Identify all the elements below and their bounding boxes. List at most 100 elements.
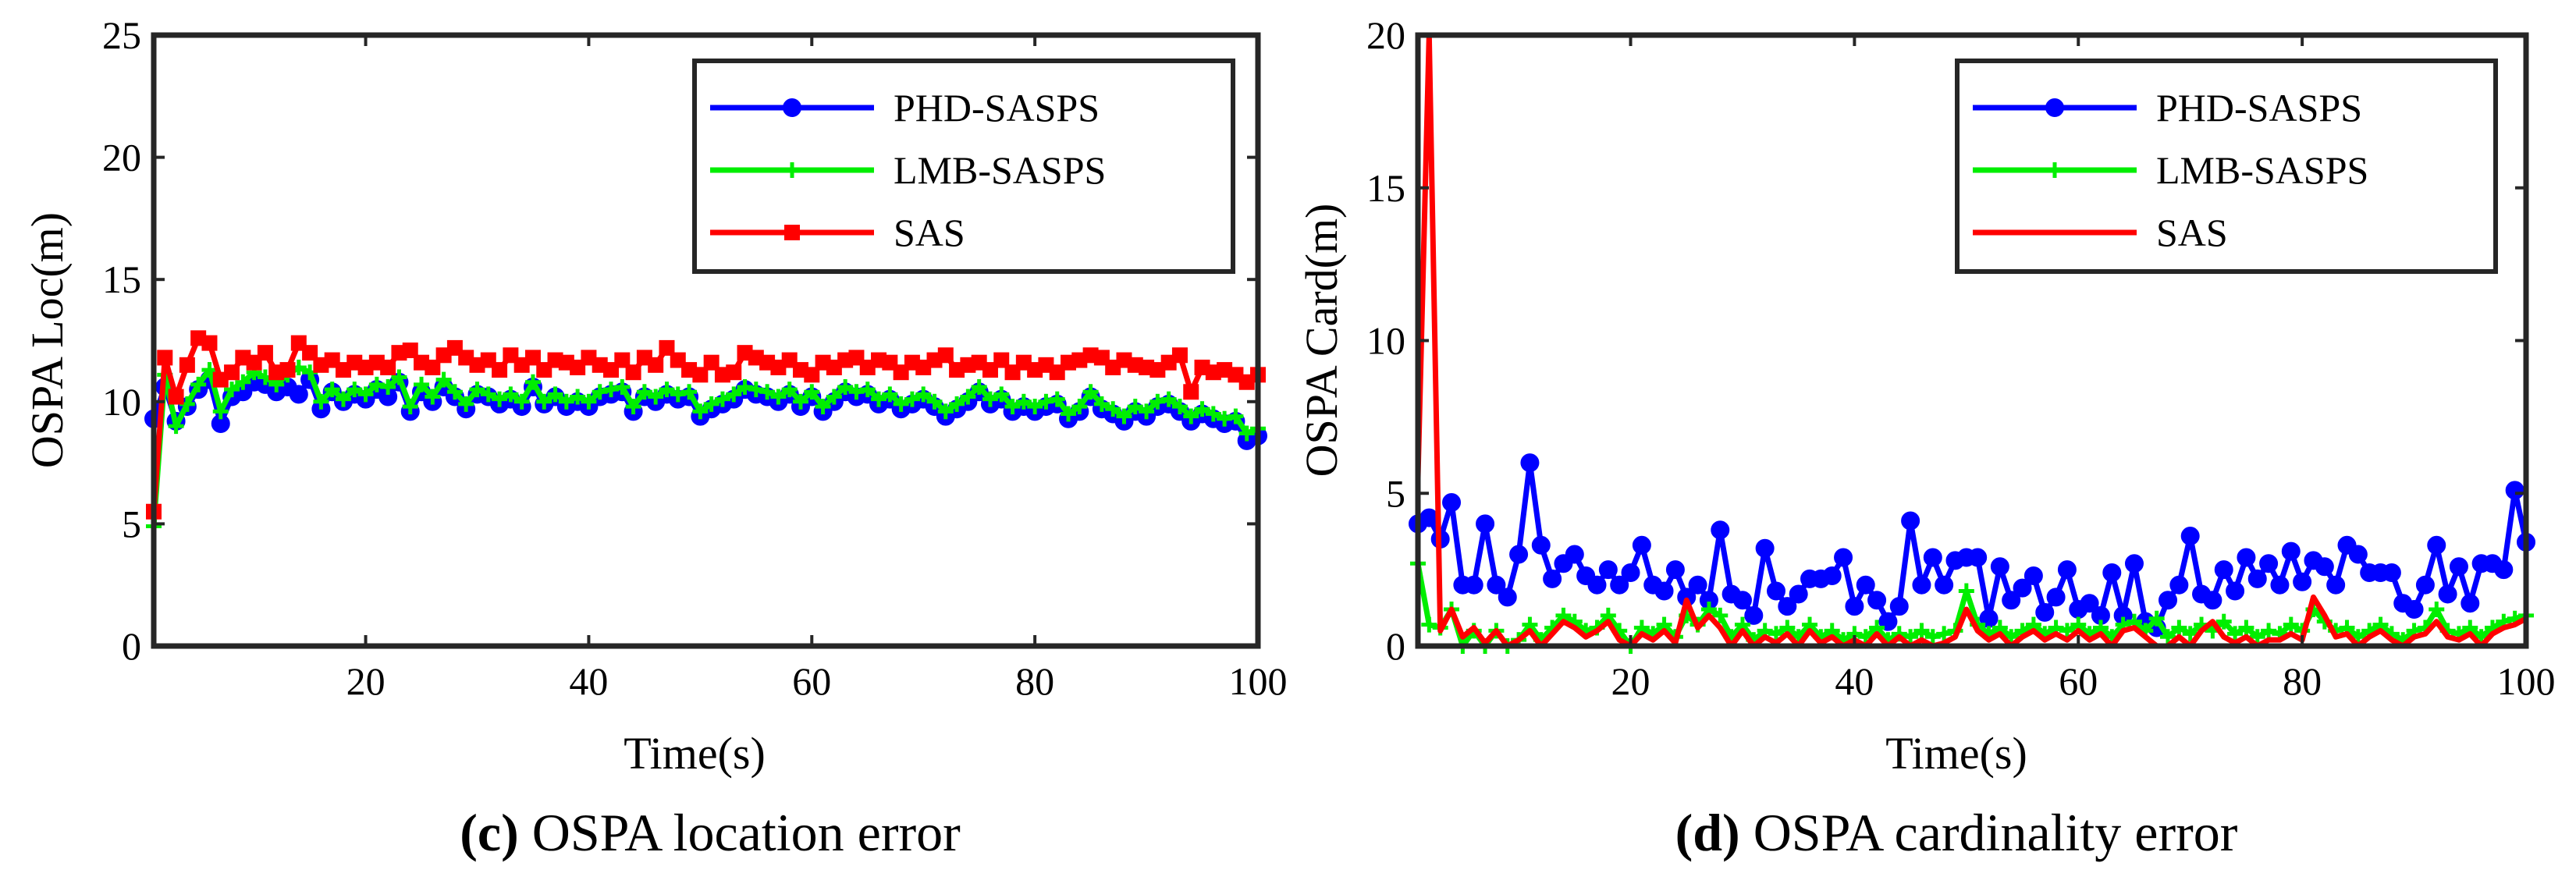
panel-c-point-lmb-sasps-64 bbox=[848, 384, 865, 400]
panel-c-point-lmb-sasps-88 bbox=[1116, 408, 1132, 424]
panel-d-point-phd-sasps-46 bbox=[1912, 575, 1931, 595]
panel-c-legend-marker-0 bbox=[783, 98, 801, 117]
panel-c-point-lmb-sasps-99 bbox=[1238, 425, 1255, 442]
panel-c-point-sas-53 bbox=[726, 364, 742, 381]
panel-d-point-phd-sasps-33 bbox=[1766, 581, 1785, 601]
panel-c-point-sas-26 bbox=[425, 359, 441, 375]
panel-d-legend-marker-1 bbox=[2047, 162, 2063, 178]
panel-c-point-lmb-sasps-35 bbox=[524, 374, 541, 390]
panel-c-point-lmb-sasps-63 bbox=[837, 379, 854, 396]
panel-c-point-sas-50 bbox=[692, 367, 709, 383]
panel-d-point-phd-sasps-80 bbox=[2293, 572, 2312, 591]
panel-c-point-sas-72 bbox=[937, 347, 954, 364]
panel-d-point-phd-sasps-54 bbox=[2002, 591, 2021, 610]
panel-c-point-lmb-sasps-60 bbox=[804, 384, 820, 400]
panel-c-point-lmb-sasps-54 bbox=[737, 379, 753, 396]
panel-c-point-sas-13 bbox=[279, 362, 296, 378]
panel-c-ytick-label-3: 15 bbox=[102, 257, 141, 301]
panel-c-line-lmb-sasps bbox=[151, 364, 1260, 527]
panel-d-point-phd-sasps-63 bbox=[2102, 563, 2122, 583]
panel-c-point-lmb-sasps-23 bbox=[391, 369, 407, 385]
panel-c-point-lmb-sasps-57 bbox=[770, 389, 787, 405]
panel-d-point-phd-sasps-40 bbox=[1845, 597, 1864, 616]
panel-d-point-phd-sasps-92 bbox=[2427, 535, 2446, 555]
panel-d-point-lmb-sasps-92 bbox=[2429, 602, 2445, 618]
panel-d-caption-text: OSPA cardinality error bbox=[1740, 803, 2238, 862]
panel-d-point-lmb-sasps-33 bbox=[1768, 626, 1784, 642]
panel-c-point-lmb-sasps-7 bbox=[212, 403, 229, 420]
panel-d-point-phd-sasps-74 bbox=[2226, 581, 2245, 601]
panel-d-point-phd-sasps-31 bbox=[1744, 605, 1764, 625]
panel-d-point-phd-sasps-83 bbox=[2326, 575, 2346, 595]
panel-c-point-lmb-sasps-95 bbox=[1194, 401, 1210, 417]
panel-c-point-sas-44 bbox=[625, 364, 641, 381]
panel-d-point-phd-sasps-42 bbox=[1867, 591, 1887, 610]
panel-d-point-phd-sasps-24 bbox=[1665, 560, 1685, 580]
panel-d-point-lmb-sasps-74 bbox=[2227, 626, 2244, 642]
panel-c-point-lmb-sasps-24 bbox=[402, 399, 418, 415]
panel-c-point-lmb-sasps-31 bbox=[480, 386, 496, 403]
panel-c-point-lmb-sasps-61 bbox=[815, 399, 831, 415]
panel-d-point-phd-sasps-77 bbox=[2259, 554, 2279, 573]
panel-d-point-lmb-sasps-59 bbox=[2059, 623, 2075, 639]
panel-d-ytick-label-2: 10 bbox=[1366, 319, 1405, 363]
panel-c-point-sas-35 bbox=[524, 350, 541, 366]
panel-c-point-lmb-sasps-45 bbox=[636, 384, 652, 400]
panel-d-point-phd-sasps-34 bbox=[1778, 597, 1797, 616]
panel-c-point-lmb-sasps-39 bbox=[570, 389, 586, 405]
panel-c-point-lmb-sasps-70 bbox=[915, 386, 932, 403]
panel-c-point-sas-8 bbox=[224, 364, 240, 381]
panel-d-point-phd-sasps-79 bbox=[2281, 541, 2301, 561]
panel-d-point-phd-sasps-73 bbox=[2214, 560, 2233, 580]
panel-c-point-sas-32 bbox=[492, 362, 508, 378]
panel-c-point-lmb-sasps-74 bbox=[960, 389, 976, 405]
panel-c-ylabel: OSPA Loc(m) bbox=[22, 212, 73, 468]
panel-d-ytick-label-0: 0 bbox=[1386, 624, 1405, 668]
panel-c-point-lmb-sasps-38 bbox=[558, 393, 574, 410]
panel-c-point-lmb-sasps-50 bbox=[692, 403, 709, 420]
panel-c-point-lmb-sasps-56 bbox=[759, 384, 776, 400]
panel-c-ytick-label-1: 5 bbox=[122, 502, 141, 545]
panel-d-series-phd-sasps bbox=[1409, 453, 2535, 637]
panel-d-point-phd-sasps-12 bbox=[1531, 535, 1551, 555]
panel-c-point-lmb-sasps-43 bbox=[614, 379, 631, 396]
panel-c-point-lmb-sasps-30 bbox=[469, 382, 485, 398]
panel-c-point-lmb-sasps-49 bbox=[681, 384, 698, 400]
panel-c-ytick-label-4: 20 bbox=[102, 136, 141, 179]
panel-c-ytick-label-0: 0 bbox=[122, 624, 141, 668]
panel-d-point-phd-sasps-30 bbox=[1732, 591, 1752, 610]
panel-c-point-lmb-sasps-59 bbox=[792, 393, 808, 410]
panel-c-point-sas-77 bbox=[993, 352, 1010, 368]
panel-d-xlabel: Time(s) bbox=[1885, 728, 2027, 779]
panel-c-point-lmb-sasps-89 bbox=[1127, 399, 1143, 415]
panel-d-point-phd-sasps-93 bbox=[2438, 584, 2457, 604]
panel-d-point-phd-sasps-72 bbox=[2203, 591, 2222, 610]
panel-d-series-sas bbox=[1415, 32, 2528, 649]
panel-d-point-lmb-sasps-75 bbox=[2238, 620, 2254, 636]
panel-d-point-phd-sasps-70 bbox=[2180, 527, 2200, 546]
panel-c-point-sas-11 bbox=[257, 345, 273, 361]
panel-d-point-phd-sasps-57 bbox=[2035, 602, 2055, 622]
panel-c-legend-marker-1 bbox=[784, 162, 800, 178]
panel-d-point-phd-sasps-78 bbox=[2270, 575, 2290, 595]
panel-d-point-phd-sasps-59 bbox=[2057, 560, 2077, 580]
panel-d-legend-label-0: PHD-SASPS bbox=[2156, 86, 2362, 130]
panel-c-point-lmb-sasps-97 bbox=[1217, 410, 1233, 427]
panel-c-point-lmb-sasps-67 bbox=[882, 386, 898, 403]
panel-d-point-phd-sasps-11 bbox=[1520, 453, 1540, 473]
panel-c-point-lmb-sasps-75 bbox=[971, 379, 987, 396]
panel-d-point-phd-sasps-69 bbox=[2169, 575, 2189, 595]
panel-c-caption: (c) OSPA location error bbox=[460, 803, 961, 862]
panel-c-point-lmb-sasps-72 bbox=[937, 403, 954, 420]
panel-d-point-phd-sasps-58 bbox=[2046, 588, 2066, 607]
panel-d: 20 40 60 80 100 0 5 10 15 20 Time(s) OSPA Card(m)… bbox=[1296, 13, 2556, 862]
panel-c-point-sas-2 bbox=[157, 350, 173, 366]
panel-c-point-sas-4 bbox=[179, 357, 195, 373]
panel-d-point-phd-sasps-4 bbox=[1442, 492, 1462, 512]
panel-d-xtick-label-3: 80 bbox=[2283, 659, 2322, 703]
panel-d-point-phd-sasps-85 bbox=[2348, 545, 2368, 564]
panel-c-point-lmb-sasps-26 bbox=[425, 389, 441, 405]
panel-d-xtick-label-2: 60 bbox=[2059, 659, 2098, 703]
panel-c-point-lmb-sasps-93 bbox=[1171, 399, 1188, 415]
